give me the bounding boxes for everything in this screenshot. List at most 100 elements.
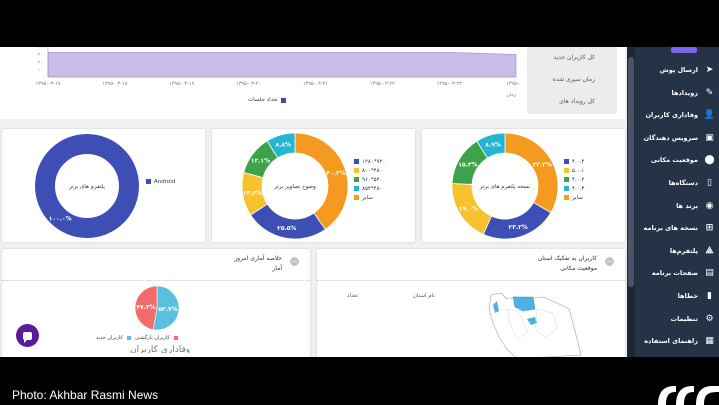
gear-icon: ⚙ <box>705 313 714 324</box>
slice-label: ۲۳.۳% <box>509 224 528 231</box>
slice-label: ۱۵.۳% <box>458 161 477 168</box>
donut-center-label: وضوح تصاویر برتر <box>273 184 316 190</box>
sidebar-item-3[interactable]: وفاداری کاربران 👤 <box>635 105 716 125</box>
sidebar-item-9[interactable]: پلتفرم‌ها ⟁ <box>635 241 715 261</box>
summary-collapse-button[interactable]: − <box>290 257 299 266</box>
y-tick-label: ۴۰۰ <box>38 47 45 51</box>
brand-icon: ◉ <box>705 200 714 211</box>
sidebar-item-5[interactable]: موقعیت مکانی ⬤ <box>635 150 715 170</box>
sidebar-item-label: رویدادها <box>671 88 699 97</box>
legend-swatch <box>564 177 569 182</box>
pie-slice[interactable] <box>134 285 158 331</box>
donut-slice[interactable] <box>294 133 349 231</box>
legend-label: ۱۲۸۰*۷۲۰ <box>362 158 386 165</box>
regions-collapse-button[interactable]: − <box>605 257 614 266</box>
legend-swatch <box>564 195 569 200</box>
summary-title: خلاصه آماری امروز <box>234 255 282 262</box>
resolutions-legend: ۱۲۸۰*۷۲۰ ۸۰۰*۴۸۰ ۹۶۰*۵۴۰ ۸۵۴*۴۸۰ سایر <box>354 157 385 202</box>
legend-item[interactable]: ۴.۰.۲ <box>564 175 584 184</box>
sidebar-item-12[interactable]: تنظیمات ⚙ <box>635 309 715 329</box>
donut-slice[interactable] <box>476 133 506 159</box>
legend-label: سایر <box>362 194 373 201</box>
legend-swatch <box>564 168 569 173</box>
sidebar-scroll-thumb[interactable] <box>628 57 634 287</box>
x-tick-label: ۱۳۹۵-۰۳-۲۳ <box>437 81 462 87</box>
legend-label: ۹۶۰*۵۴۰ <box>362 176 383 183</box>
sidebar-item-8[interactable]: نسخه های برنامه ⊞ <box>635 218 715 238</box>
legend-label: سایر <box>572 194 583 201</box>
pages-icon: ▤ <box>705 268 714 279</box>
slice-label: ۸.۹% <box>485 142 501 149</box>
col-count: تعداد <box>347 293 359 299</box>
sidebar-item-1[interactable]: ارسال پوش ➤ <box>635 60 715 80</box>
slice-label: ۱۳.۳% <box>243 190 262 197</box>
legend-item[interactable]: سایر <box>564 193 584 202</box>
slice-label: ۴۰.۳% <box>326 170 345 177</box>
x-tick-label: ۱۳۹۵-۰۳-۲۲ <box>370 81 395 87</box>
legend-label: ۸۰۰*۴۸۰ <box>362 167 383 174</box>
x-tick-label: ۱۳۹۵-۰۳-۲۰ <box>236 81 261 87</box>
donut-slice[interactable] <box>482 202 552 239</box>
slice-label: ۱۰۰.۰% <box>49 215 72 222</box>
sidebar-item-label: پلتفرم‌ها <box>669 246 698 255</box>
legend-label: ۴.۰.۲ <box>572 176 585 183</box>
sidebar-item-label: نسخه های برنامه <box>643 224 698 233</box>
chat-support-button[interactable] <box>16 324 39 347</box>
x-tick-label: ۱۳۹۵-۰۳-۱۷ <box>35 81 60 87</box>
sidebar-item-7[interactable]: برند ها ◉ <box>635 196 715 216</box>
guide-icon: ▦ <box>705 336 714 347</box>
legend-item[interactable]: ۱۲۸۰*۷۲۰ <box>354 157 385 166</box>
legend-swatch <box>354 186 359 191</box>
sidebar-item-2[interactable]: رویدادها ✎ <box>635 83 715 103</box>
chat-bubble-icon <box>23 331 32 343</box>
x-tick-label: ۱۳۹۵-۰۳-۱۹ <box>169 81 194 87</box>
sidebar-item-13[interactable]: راهنمای استفاده ▦ <box>635 331 715 351</box>
donut-slice[interactable] <box>266 133 296 159</box>
summary-divider <box>2 280 310 281</box>
x-tick-label: ۱۳۹۵-۰۳-۲۱ <box>303 81 328 87</box>
donut-slice[interactable] <box>35 134 139 238</box>
legend-item[interactable]: ۸۵۴*۴۸۰ <box>354 184 385 193</box>
legend-item[interactable]: ۸۰۰*۴۸۰ <box>354 166 385 175</box>
sidebar-item-label: سرویس دهندگان <box>643 133 698 142</box>
summary-subtitle: آمار <box>272 265 282 272</box>
legend-returning-swatch <box>173 336 178 340</box>
pie-slice-label: ۴۷.۳% <box>136 304 155 311</box>
sidebar-item-11[interactable]: خطاها ▮ <box>635 286 715 306</box>
error-icon: ▮ <box>707 291 712 301</box>
platforms-icon: ⟁ <box>705 245 714 256</box>
legend-item[interactable]: ۴.۰.۳ <box>564 184 584 193</box>
legend-returning-users[interactable]: کاربران بازگشتی <box>134 335 170 341</box>
donut-slice[interactable] <box>250 203 326 239</box>
users-pie-chart: ۵۲.۷%۴۷.۳% <box>134 285 180 331</box>
sidebar-item-4[interactable]: سرویس دهندگان ▣ <box>635 128 715 148</box>
sessions-legend-label: تعداد جلسات <box>248 97 278 103</box>
sidebar-scrollbar[interactable] <box>627 47 635 357</box>
pie-slice[interactable] <box>152 285 180 331</box>
donut-slice[interactable] <box>504 133 559 214</box>
sessions-legend[interactable]: تعداد جلسات <box>248 97 286 103</box>
user-icon: 👤 <box>703 110 716 121</box>
phone-icon: ▯ <box>707 178 712 188</box>
sidebar-item-6[interactable]: دستگاه‌ها ▯ <box>635 173 715 193</box>
sidebar-item-label: موقعیت مکانی <box>650 156 698 165</box>
x-axis-label: زمان <box>507 93 516 98</box>
regions-card: − کاربران به تفکیک استان موقعیت مکانی نا… <box>317 249 625 357</box>
legend-label: ۴.۰.۳ <box>572 185 585 192</box>
sidebar-item-label: تنظیمات <box>670 314 698 323</box>
channel-logo <box>658 386 719 405</box>
versions-card: ۳۳.۳% ۲۳.۳% ۱۹.۰% ۱۵.۳% ۸.۹% نسخه پلتفرم های … <box>422 129 625 242</box>
legend-item[interactable]: Android <box>146 177 175 186</box>
dashboard-screen: ۴۰۰ ۳۰۰ ۲۰۰ ۱۰۰ ۰ ۱۳۹۵-۰۳-۱۷ ۱۳۹۵-۰۳-۱۸ ۱۳۹۵-۰۳… <box>0 47 719 357</box>
legend-new-swatch <box>126 336 131 340</box>
resolutions-card: ۴۰.۳% ۲۵.۵% ۱۳.۳% ۱۲.۱% ۸.۸% وضوح تصاویر برتر… <box>212 129 415 242</box>
legend-swatch <box>354 177 359 182</box>
legend-item[interactable]: ۹۶۰*۵۴۰ <box>354 175 385 184</box>
legend-item[interactable]: ۴.۰.۴ <box>564 157 584 166</box>
legend-new-users[interactable]: کاربران جدید <box>96 335 123 341</box>
y-tick-label: ۰ <box>43 76 45 81</box>
sidebar-item-10[interactable]: صفحات برنامه ▤ <box>635 263 715 283</box>
legend-item[interactable]: سایر <box>354 193 385 202</box>
legend-item[interactable]: ۵.۰.۱ <box>564 166 584 175</box>
iran-map <box>488 292 582 357</box>
